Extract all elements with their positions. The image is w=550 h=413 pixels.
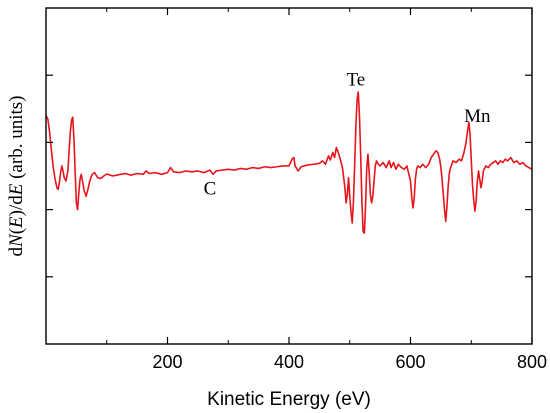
x-tick-label: 800 bbox=[517, 352, 547, 372]
plot-frame bbox=[45, 7, 533, 345]
y-axis-label-part: E bbox=[6, 183, 27, 196]
y-axis-label-part: )/d bbox=[6, 195, 27, 217]
plot-area: C Te Mn bbox=[45, 69, 533, 234]
y-axis-label-part: N bbox=[6, 233, 27, 248]
x-tick-label: 400 bbox=[274, 352, 304, 372]
y-axis-label-part: E bbox=[6, 216, 27, 229]
y-axis-label: dN(E)/dE (arb. units) bbox=[6, 96, 27, 257]
peak-annotation-te: Te bbox=[346, 69, 365, 90]
y-axis-label-part: d bbox=[6, 246, 27, 256]
x-axis-label: Kinetic Energy (eV) bbox=[207, 389, 371, 410]
x-tick-label: 200 bbox=[152, 352, 182, 372]
spectrum-line bbox=[45, 91, 533, 234]
axes: 200 400 600 800 bbox=[45, 7, 547, 372]
peak-annotation-c: C bbox=[204, 178, 217, 199]
peak-annotation-mn: Mn bbox=[464, 106, 491, 127]
y-axis-label-part: ( bbox=[6, 228, 27, 234]
y-axis-label-part: (arb. units) bbox=[6, 96, 27, 184]
x-tick-label: 600 bbox=[395, 352, 425, 372]
